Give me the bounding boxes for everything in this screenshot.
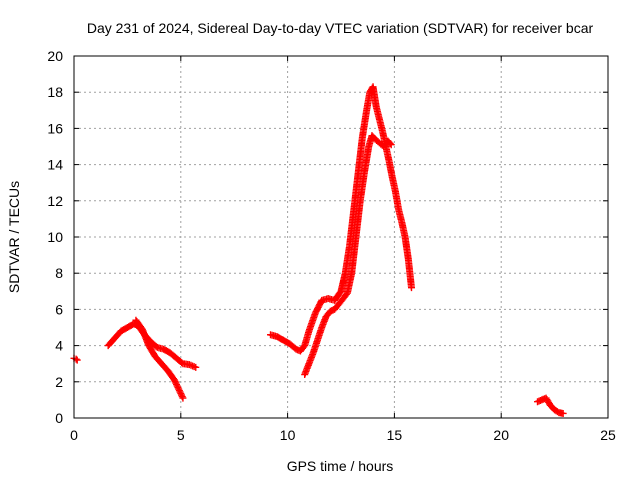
series-segment-4 <box>534 394 567 417</box>
y-tick-label: 12 <box>47 193 63 209</box>
series-segment-1b <box>132 316 187 402</box>
data-point <box>178 393 186 401</box>
x-tick-label: 10 <box>280 427 296 443</box>
x-tick-label: 0 <box>70 427 78 443</box>
data-marks <box>70 83 567 417</box>
y-tick-label: 8 <box>55 265 63 281</box>
data-point <box>73 356 81 364</box>
data-point <box>386 139 394 147</box>
y-tick-label: 4 <box>55 338 63 354</box>
x-tick-label: 15 <box>387 427 403 443</box>
y-tick-label: 0 <box>55 410 63 426</box>
y-tick-label: 10 <box>47 229 63 245</box>
x-tick-label: 20 <box>493 427 509 443</box>
y-tick-label: 14 <box>47 157 63 173</box>
y-axis-label: SDTVAR / TECUs <box>6 181 22 293</box>
grid <box>74 56 608 418</box>
data-point <box>387 141 395 149</box>
x-tick-label: 5 <box>177 427 185 443</box>
y-tick-label: 2 <box>55 374 63 390</box>
data-point <box>179 394 187 402</box>
data-point <box>407 284 415 292</box>
axis-ticks: 0 5 10 15 20 25 0 2 4 6 8 10 12 14 16 18 20 <box>47 48 616 443</box>
x-axis-label: GPS time / hours <box>287 458 394 474</box>
x-tick-label: 25 <box>600 427 616 443</box>
series-segment-2 <box>267 83 415 355</box>
y-tick-label: 18 <box>47 84 63 100</box>
y-tick-label: 20 <box>47 48 63 64</box>
y-tick-label: 16 <box>47 120 63 136</box>
series-segment-3 <box>301 132 395 379</box>
data-point <box>192 363 200 371</box>
chart-title: Day 231 of 2024, Sidereal Day-to-day VTE… <box>87 20 594 36</box>
y-tick-label: 6 <box>55 301 63 317</box>
series-segment-0 <box>70 354 81 364</box>
data-point <box>559 409 567 417</box>
